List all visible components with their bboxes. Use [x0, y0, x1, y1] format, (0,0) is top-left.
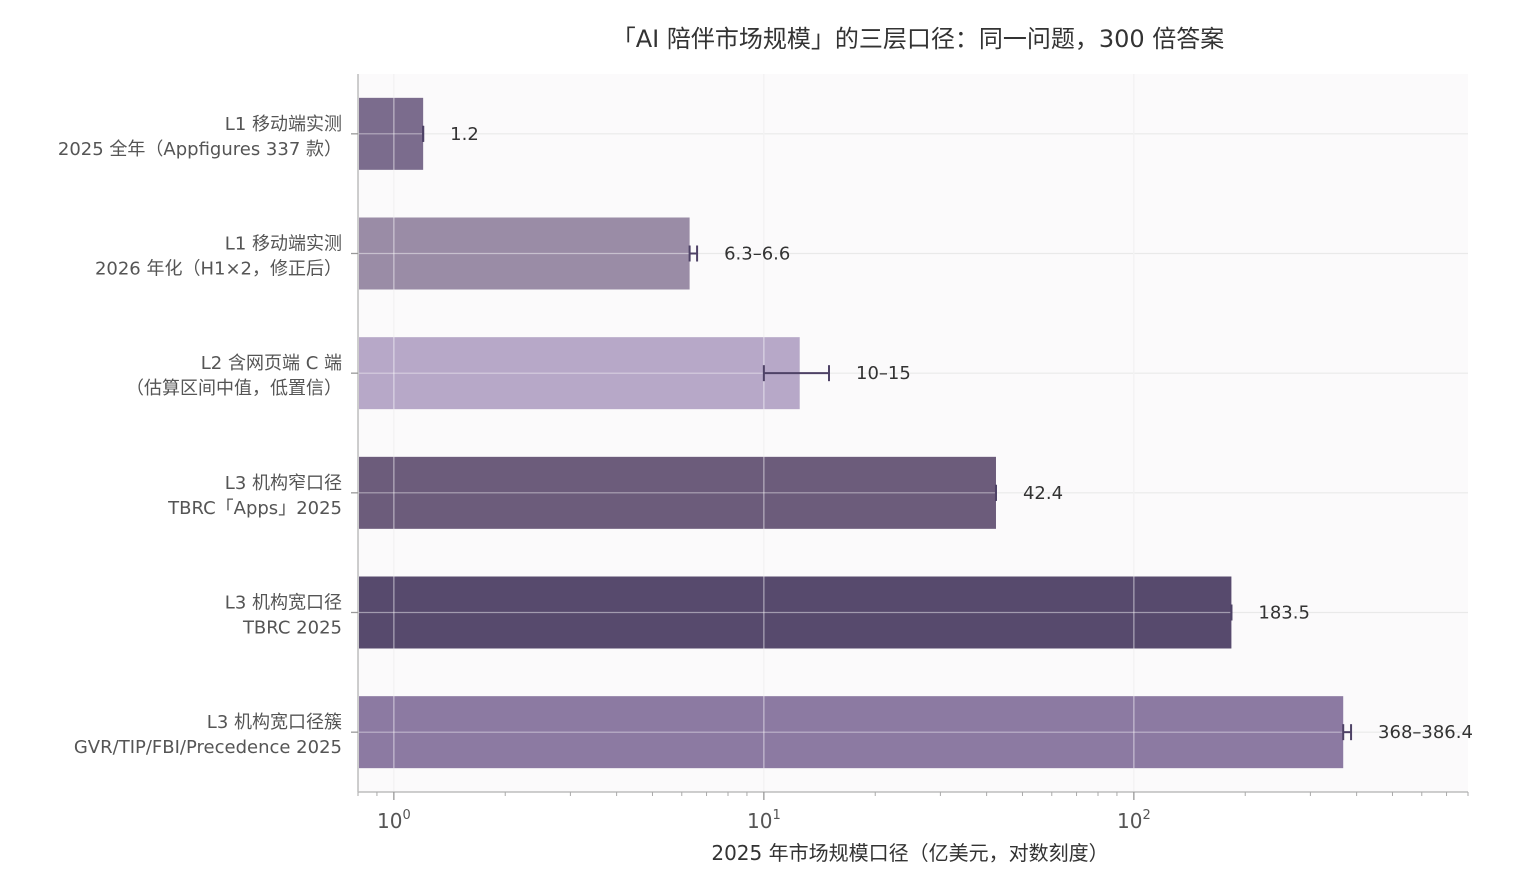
- y-tick-label-line2: GVR/TIP/FBI/Precedence 2025: [74, 737, 342, 758]
- y-tick-label-line2: TBRC 2025: [242, 618, 342, 639]
- bar-layer: [359, 97, 1344, 769]
- value-label-layer: 1.2 6.3–6.6 10–15 42.4 183.5 368–386.4: [450, 124, 1473, 743]
- x-tick-label: 100: [377, 808, 411, 833]
- plot-background: [358, 74, 1468, 792]
- x-tick-label: 102: [1117, 808, 1151, 833]
- value-label: 10–15: [856, 363, 911, 384]
- y-tick-label-line1: L3 机构宽口径簇: [207, 712, 342, 733]
- x-tick-base: 10: [1117, 809, 1142, 833]
- y-tick-label-line1: L1 移动端实测: [225, 234, 342, 255]
- value-label: 1.2: [450, 124, 479, 145]
- value-label: 6.3–6.6: [724, 244, 790, 265]
- bar: [359, 456, 996, 529]
- value-label: 42.4: [1023, 483, 1063, 504]
- y-tick-label-line1: L3 机构窄口径: [225, 473, 342, 494]
- bar: [359, 576, 1232, 649]
- errorbar-layer: [422, 125, 1353, 741]
- value-label: 183.5: [1258, 603, 1310, 624]
- bar: [359, 337, 800, 410]
- x-axis-label: 2025 年市场规模口径（亿美元，对数刻度）: [711, 841, 1108, 865]
- x-tick-exponent: 1: [772, 808, 780, 823]
- x-tick-base: 10: [747, 809, 772, 833]
- y-tick-label-line2: 2025 全年（Appfigures 337 款）: [58, 139, 342, 160]
- x-tick-base: 10: [377, 809, 402, 833]
- x-tick-exponent: 0: [402, 808, 410, 823]
- x-tick-exponent: 2: [1142, 808, 1150, 823]
- bar: [359, 217, 690, 290]
- y-tick-label-line2: （估算区间中值，低置信）: [126, 378, 342, 399]
- value-label: 368–386.4: [1378, 722, 1473, 743]
- horizontal-grid-layer: [358, 74, 1344, 792]
- y-tick-label-line1: L2 含网页端 C 端: [201, 353, 342, 374]
- y-tick-label-line2: 2026 年化（H1×2，修正后）: [95, 259, 342, 280]
- bar: [359, 97, 424, 170]
- x-tick-label: 101: [747, 808, 781, 833]
- y-tick-label-line2: TBRC「Apps」2025: [167, 498, 342, 519]
- bar: [359, 696, 1344, 769]
- y-tick-label-line1: L3 机构宽口径: [225, 593, 342, 614]
- chart-title: 「AI 陪伴市场规模」的三层口径：同一问题，300 倍答案: [612, 25, 1225, 53]
- y-tick-label-line1: L1 移动端实测: [225, 114, 342, 135]
